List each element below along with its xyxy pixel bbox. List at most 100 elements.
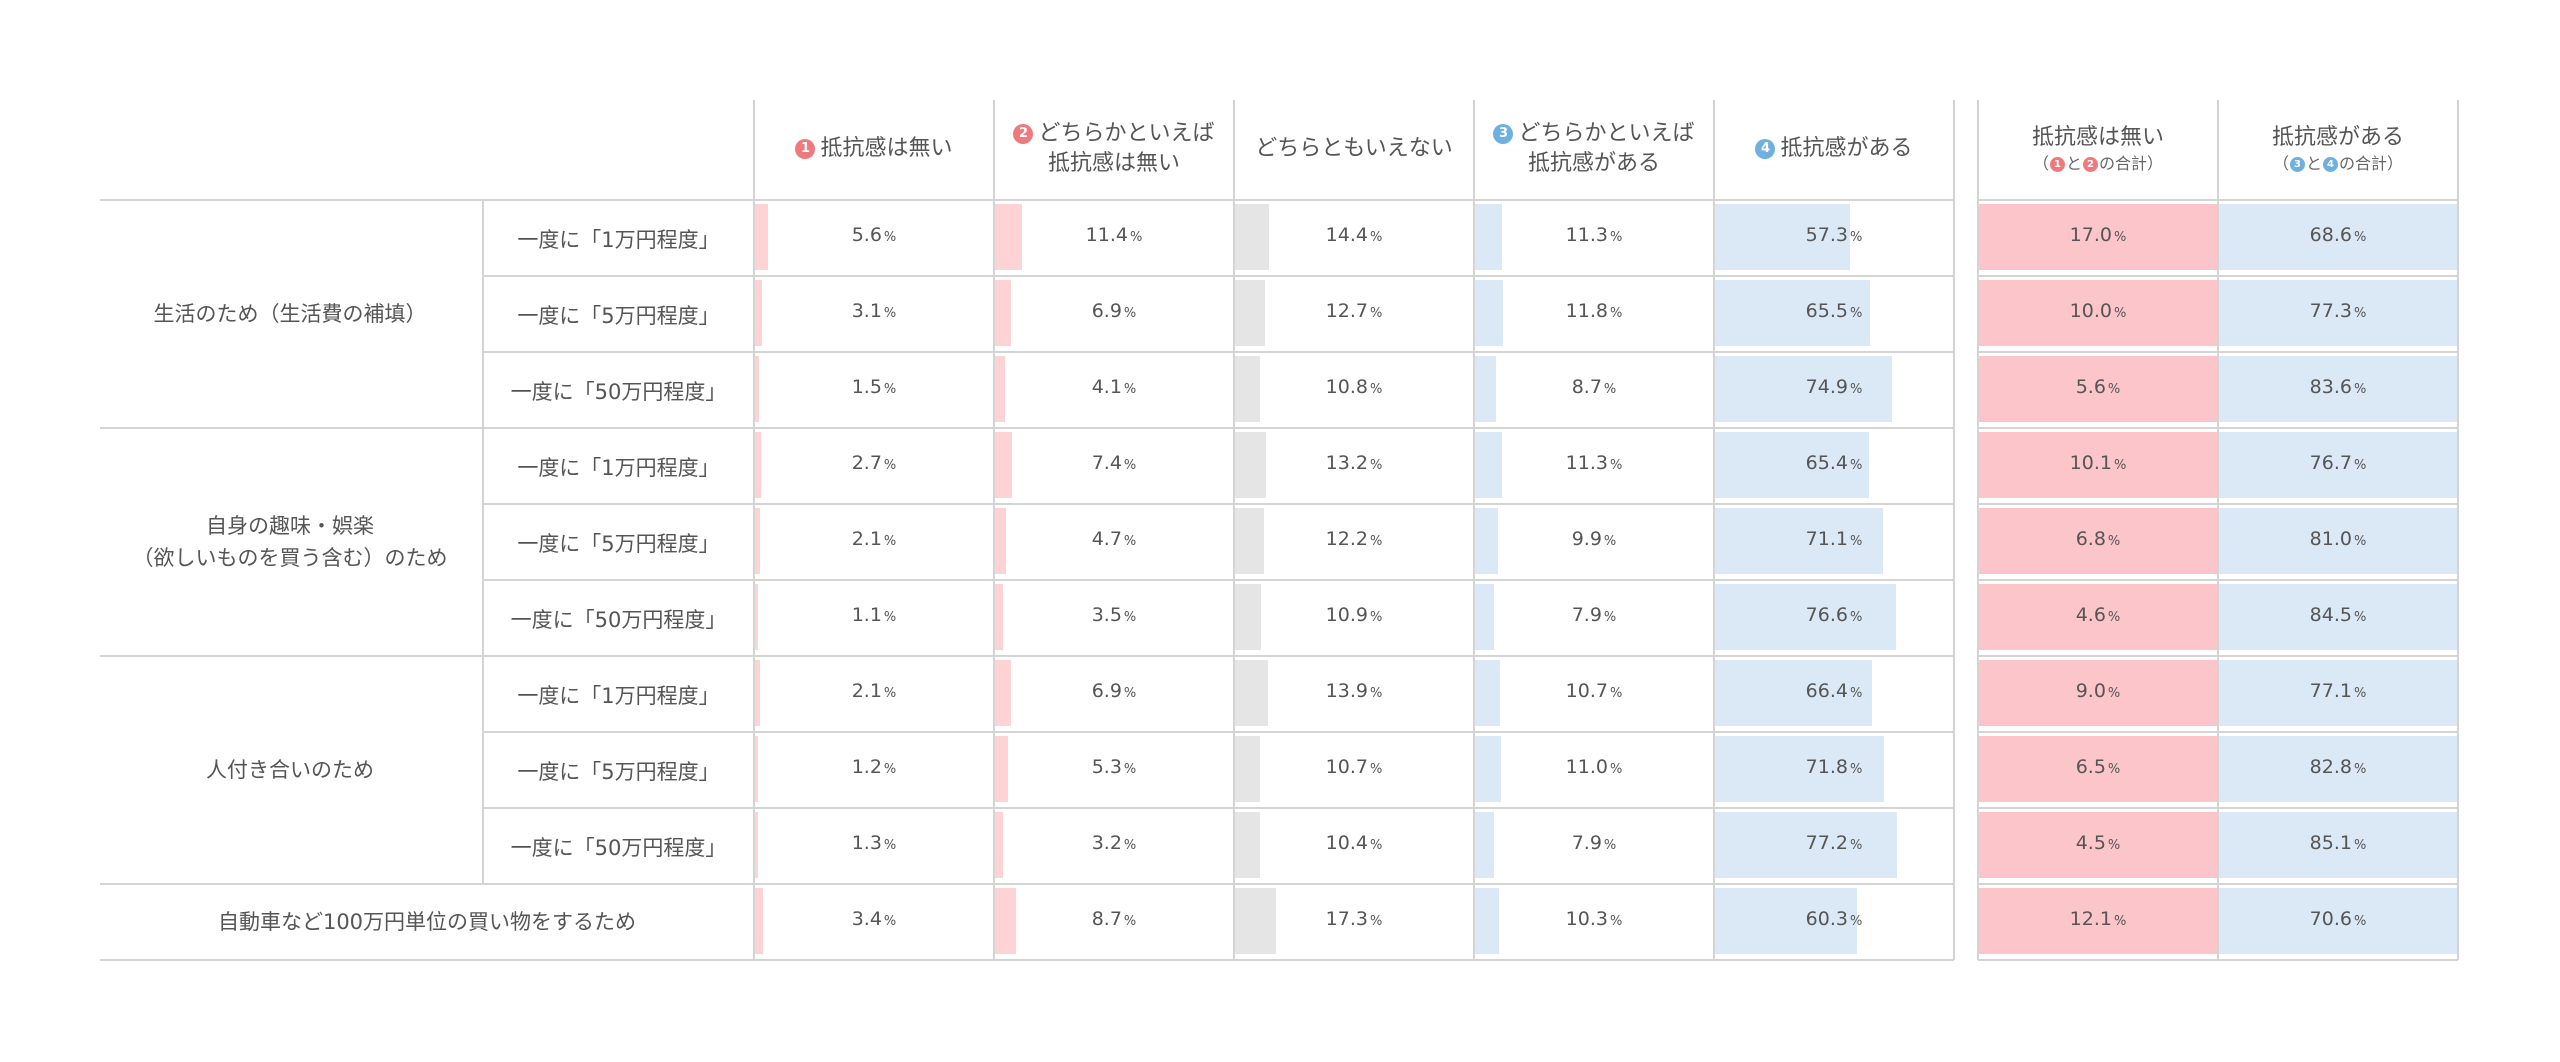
bar-c1 [755,432,762,498]
value-label: 9.9% [1571,528,1617,550]
group-label-social: 人付き合いのため [100,656,480,884]
value-label: 5.6% [851,224,897,246]
value-label: 12.2% [1325,528,1383,550]
value-label: 66.4% [1805,680,1863,702]
value-label: 3.4% [851,908,897,930]
column-divider [1953,100,1955,960]
value-label: 10.8% [1325,376,1383,398]
row-divider [100,959,1954,961]
sum-value-label: 68.6% [2309,224,2367,246]
header-col-2-line1: どちらかといえば [1038,121,1215,146]
sum-bar-resistance [2219,888,2457,954]
header-sum-2-title: 抵抗感がある [2271,125,2404,150]
header-col-2: 2 どちらかといえば 抵抗感は無い [994,100,1234,198]
value-label: 5.3% [1091,756,1137,778]
value-label: 71.8% [1805,756,1863,778]
value-label: 17.3% [1325,908,1383,930]
bar-c5 [1715,888,1858,954]
value-label: 3.1% [851,300,897,322]
row-divider [1978,275,2458,277]
bar-c3 [1235,660,1268,726]
sum-value-label: 81.0% [2309,528,2367,550]
row-divider [483,275,1954,277]
sum-bar-no-resistance [1979,660,2217,726]
bar-c1 [755,584,758,650]
sum-value-label: 17.0% [2069,224,2127,246]
bar-c4 [1475,888,1500,954]
bar-c3 [1235,280,1265,346]
value-label: 6.9% [1091,680,1137,702]
marker-1-icon: 1 [795,139,816,159]
sum-value-label: 76.7% [2309,452,2367,474]
value-label: 11.0% [1565,756,1623,778]
sum-bar-resistance [2219,432,2457,498]
row-label: 一度に「1万円程度」 [517,228,720,252]
row-divider [1978,427,2458,429]
bar-c5 [1715,660,1872,726]
sum-bar-resistance [2219,204,2457,270]
bar-c1 [755,812,759,878]
header-sum-2-open: （ [2272,154,2289,173]
header-col-2-line2: 抵抗感は無い [1047,151,1180,176]
header-col-3: どちらともいえない [1234,100,1474,198]
header-col-3-text: どちらともいえない [1255,136,1453,161]
sum-value-label: 82.8% [2309,756,2367,778]
group-label-hobby: 自身の趣味・娯楽 （欲しいものを買う含む）のため [100,428,480,656]
column-divider [1233,100,1235,960]
bar-c4 [1475,812,1494,878]
bar-c2 [995,888,1016,954]
value-label: 2.1% [851,528,897,550]
bar-c4 [1475,508,1499,574]
header-sum-1-and: と [2065,154,2082,173]
header-sum-1-close: の合計） [2099,154,2164,173]
row-label: 一度に「1万円程度」 [517,456,720,480]
bar-c5 [1715,508,1883,574]
bar-c2 [995,204,1022,270]
marker-3-small-icon: 3 [2289,157,2305,172]
sum-value-label: 12.1% [2069,908,2127,930]
header-col-4: 3 どちらかといえば 抵抗感がある [1474,100,1714,198]
header-col-1: 1 抵抗感は無い [754,100,994,198]
value-label: 10.9% [1325,604,1383,626]
row-divider [483,807,1954,809]
bar-c4 [1475,660,1501,726]
bar-c4 [1475,736,1501,802]
bar-c2 [995,584,1004,650]
sum-bar-resistance [2219,584,2457,650]
marker-2-small-icon: 2 [2083,157,2098,172]
bar-c5 [1715,584,1896,650]
marker-3-icon: 3 [1493,124,1514,144]
sum-bar-resistance [2219,280,2457,346]
value-label: 14.4% [1325,224,1383,246]
bar-c3 [1235,812,1260,878]
value-label: 65.4% [1805,452,1863,474]
group-label-hobby-line2: （欲しいものを買う含む）のため [132,546,448,570]
bar-c4 [1475,204,1502,270]
row-label: 一度に「50万円程度」 [510,836,727,860]
row-divider [1978,579,2458,581]
sum-value-label: 4.5% [2075,832,2121,854]
value-label: 13.9% [1325,680,1383,702]
value-label: 7.9% [1571,832,1617,854]
value-label: 8.7% [1091,908,1137,930]
row-divider [1978,655,2458,657]
sum-value-label: 9.0% [2075,680,2121,702]
header-sum-1: 抵抗感は無い （1 と 2 の合計） [1978,100,2218,198]
marker-2-icon: 2 [1013,124,1034,144]
row-divider [483,731,1954,733]
row-divider [100,199,1954,201]
bar-c2 [995,812,1003,878]
sum-value-label: 77.3% [2309,300,2367,322]
row-divider [1978,883,2458,885]
row-label: 一度に「5万円程度」 [517,304,720,328]
value-label: 65.5% [1805,300,1863,322]
bar-c5 [1715,432,1870,498]
bar-c3 [1235,432,1267,498]
group-label-social-text: 人付き合いのため [206,758,374,782]
bar-c2 [995,508,1007,574]
row-label: 一度に「1万円程度」 [517,684,720,708]
bar-c4 [1475,356,1496,422]
column-divider [1977,100,1979,960]
group-label-living-text: 生活のため（生活費の補填） [153,302,427,326]
